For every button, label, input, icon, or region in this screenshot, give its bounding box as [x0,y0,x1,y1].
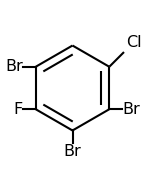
Text: F: F [13,102,23,117]
Text: Br: Br [5,59,23,74]
Text: Cl: Cl [126,35,141,50]
Text: Br: Br [122,102,140,117]
Text: Br: Br [64,144,81,159]
